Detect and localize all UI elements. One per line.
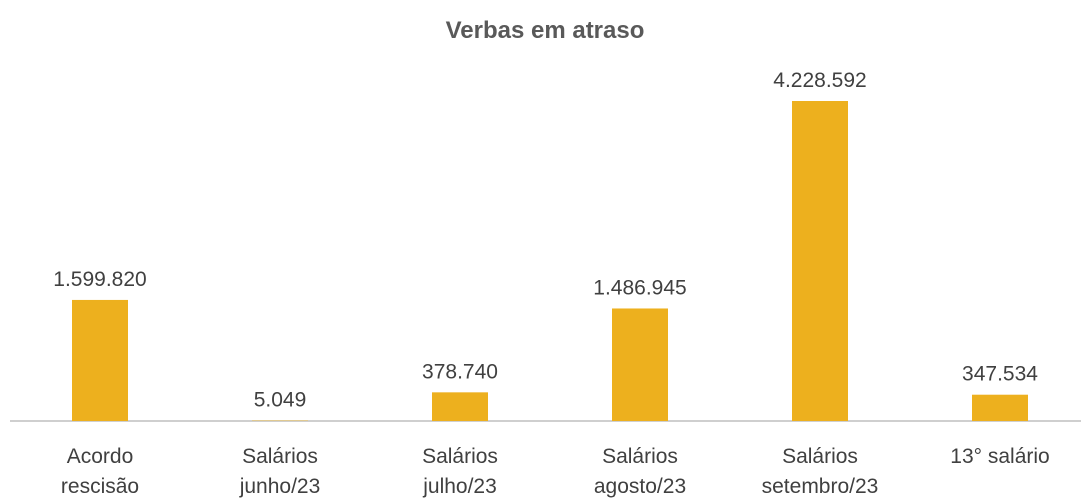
data-label: 1.486.945 [593,276,686,299]
x-tick-label: Salários junho/23 [239,445,321,498]
data-label: 378.740 [422,360,498,383]
bar [432,392,488,421]
bar [792,101,848,421]
data-label: 347.534 [962,363,1038,386]
data-label: 1.599.820 [53,268,146,291]
bar [72,299,128,421]
bar [612,308,668,421]
x-tick-label: Salários julho/23 [422,445,498,498]
chart-title: Verbas em atraso [446,17,645,44]
data-label: 4.228.592 [773,69,866,92]
data-label: 5.049 [254,389,307,412]
bar [972,394,1028,421]
x-tick-label: Salários agosto/23 [594,445,686,498]
x-tick-label: Acordo rescisão [61,445,139,498]
x-tick-label: 13° salário [950,445,1049,468]
x-tick-label: Salários setembro/23 [762,445,879,498]
